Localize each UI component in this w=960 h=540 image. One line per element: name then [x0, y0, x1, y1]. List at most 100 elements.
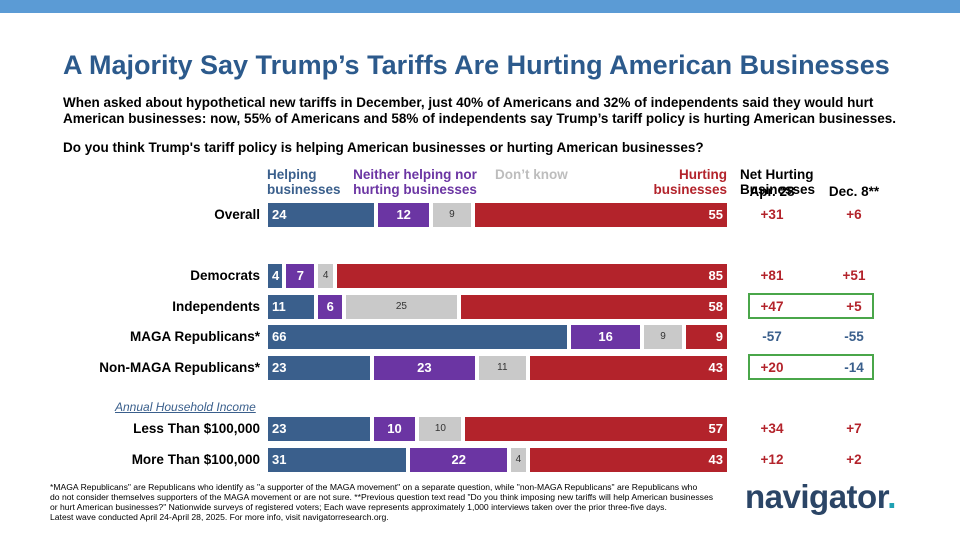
data-label: 10	[387, 421, 402, 436]
net-column-header: Apr. 28	[749, 184, 795, 199]
net-value: +51	[842, 268, 866, 283]
footnote: *MAGA Republicans" are Republicans who i…	[50, 482, 750, 522]
logo: navigator.	[745, 478, 896, 516]
footnote-line: *MAGA Republicans" are Republicans who i…	[50, 482, 698, 492]
bar-segment: 23	[268, 356, 370, 380]
net-value: +20	[760, 360, 784, 375]
data-label: 6	[326, 299, 334, 314]
data-label: 9	[660, 331, 666, 342]
footnote-line: do not consider themselves supporters of…	[50, 492, 714, 502]
data-label: 9	[715, 329, 723, 344]
bar-segment: 23	[268, 417, 370, 441]
net-value: +34	[760, 421, 784, 436]
data-label: 4	[272, 268, 280, 283]
data-label: 43	[708, 452, 723, 467]
footnote-line: Latest wave conducted April 24-April 28,…	[50, 512, 389, 522]
logo-text: navigator	[745, 478, 888, 515]
bar-segment: 22	[410, 448, 508, 472]
bar-segment: 9	[685, 325, 727, 349]
net-title: Net Hurting Businesses	[740, 167, 816, 197]
data-label: 7	[296, 268, 305, 283]
bar-segment: 23	[373, 356, 476, 380]
bar-segment: 11	[268, 295, 315, 319]
bar-segment: 10	[419, 417, 462, 441]
bar-segment: 9	[644, 325, 682, 349]
legend-label: Helping businesses	[267, 167, 341, 197]
bar-segment: 10	[373, 417, 416, 441]
net-value: +2	[846, 452, 862, 467]
bar-segment: 31	[268, 448, 407, 472]
data-label: 4	[322, 270, 329, 281]
net-value: -57	[762, 329, 782, 344]
category-label: MAGA Republicans*	[129, 329, 260, 344]
category-label: Overall	[214, 207, 260, 222]
bar-segment: 55	[474, 203, 727, 227]
logo-dot: .	[887, 478, 896, 515]
bar-segment: 85	[336, 264, 727, 288]
net-column-header: Dec. 8**	[828, 184, 880, 199]
bar-segment: 12	[378, 203, 430, 227]
data-label: 55	[708, 207, 723, 222]
data-label: 25	[395, 301, 407, 312]
data-label: 10	[434, 423, 446, 434]
legend-label: Hurting businesses	[653, 167, 727, 197]
data-label: 85	[708, 268, 723, 283]
data-label: 23	[272, 421, 287, 436]
category-label: Less Than $100,000	[133, 421, 260, 436]
net-value: -14	[844, 360, 864, 375]
bar-segment: 7	[286, 264, 315, 288]
bar-segment: 58	[460, 295, 727, 319]
footnote-line: or hurt American businesses?" Nationwide…	[50, 502, 667, 512]
bar-segment: 9	[433, 203, 471, 227]
data-label: 23	[417, 360, 432, 375]
data-label: 9	[449, 209, 455, 220]
data-label: 16	[598, 329, 613, 344]
data-label: 12	[396, 207, 411, 222]
net-value: +81	[760, 268, 784, 283]
data-label: 11	[497, 362, 508, 373]
bar-segment: 4	[511, 448, 526, 472]
net-value: +6	[846, 207, 862, 222]
bar-segment: 24	[268, 203, 375, 227]
category-label: More Than $100,000	[131, 452, 260, 467]
net-value: +12	[760, 452, 784, 467]
data-label: 11	[272, 299, 286, 314]
legend-label: Don’t know	[495, 167, 568, 182]
bar-segment: 11	[479, 356, 526, 380]
data-label: 31	[272, 452, 287, 467]
data-label: 58	[708, 299, 723, 314]
data-label: 22	[451, 452, 466, 467]
data-label: 57	[708, 421, 723, 436]
highlight-box	[748, 354, 874, 380]
bar-segment: 6	[318, 295, 343, 319]
net-value: +31	[760, 207, 784, 222]
title: A Majority Say Trump’s Tariffs Are Hurti…	[63, 50, 890, 80]
data-label: 43	[708, 360, 723, 375]
data-label: 4	[515, 454, 522, 465]
group-label: Annual Household Income	[115, 400, 256, 414]
top-band	[0, 0, 960, 13]
bar-segment: 4	[318, 264, 333, 288]
net-value: +5	[846, 299, 862, 314]
data-label: 66	[272, 329, 287, 344]
net-value: -55	[844, 329, 864, 344]
category-label: Democrats	[190, 268, 260, 283]
highlight-box	[748, 293, 874, 319]
subtitle: When asked about hypothetical new tariff…	[63, 95, 896, 126]
data-label: 23	[272, 360, 287, 375]
category-label: Independents	[172, 299, 260, 314]
data-label: 24	[272, 207, 287, 222]
bar-segment: 4	[268, 264, 283, 288]
bar-segment: 57	[465, 417, 727, 441]
bar-segment: 43	[529, 356, 727, 380]
net-value: +47	[760, 299, 784, 314]
bar-segment: 16	[570, 325, 641, 349]
bar-segment: 66	[268, 325, 567, 349]
legend-label: Neither helping nor hurting businesses	[353, 167, 477, 197]
question: Do you think Trump's tariff policy is he…	[63, 140, 704, 155]
bar-segment: 43	[529, 448, 727, 472]
bar-segment: 25	[346, 295, 457, 319]
category-label: Non-MAGA Republicans*	[99, 360, 260, 375]
net-value: +7	[846, 421, 862, 436]
